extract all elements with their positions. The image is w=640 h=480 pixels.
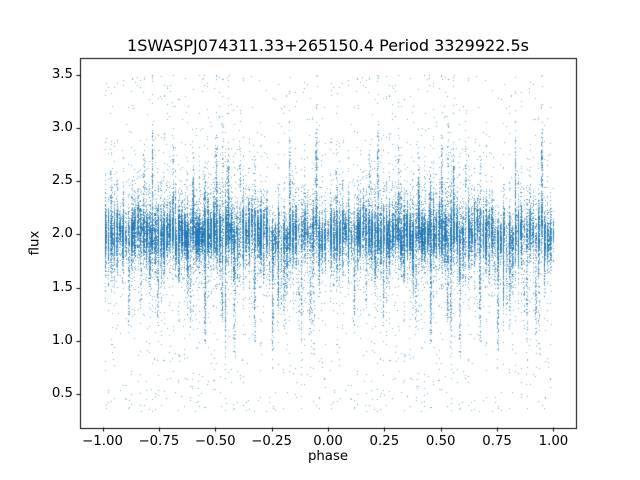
x-tick-label: 0.25 — [369, 434, 400, 449]
y-tick-label: 0.5 — [51, 386, 73, 402]
x-tick-label: 1.00 — [538, 434, 569, 449]
y-tick-label: 3.5 — [51, 66, 73, 82]
x-axis-label: phase — [307, 449, 349, 464]
x-tick-label: 0.00 — [313, 434, 343, 449]
x-tick-label: 0.75 — [482, 434, 512, 449]
y-tick-label: 1.5 — [51, 279, 73, 295]
x-tick-label: −0.25 — [251, 434, 292, 449]
plot-title: 1SWASPJ074311.33+265150.4 Period 3329922… — [127, 36, 529, 55]
x-tick-label: −0.50 — [194, 434, 236, 449]
y-tick-label: 1.0 — [51, 332, 73, 348]
y-tick-label: 2.5 — [51, 173, 73, 189]
x-tick-label: 0.50 — [425, 434, 456, 449]
y-tick-label: 3.0 — [51, 119, 73, 135]
x-tick-label: −0.75 — [138, 434, 180, 449]
x-tick-label: −1.00 — [82, 434, 123, 449]
y-tick-label: 2.0 — [51, 226, 73, 242]
